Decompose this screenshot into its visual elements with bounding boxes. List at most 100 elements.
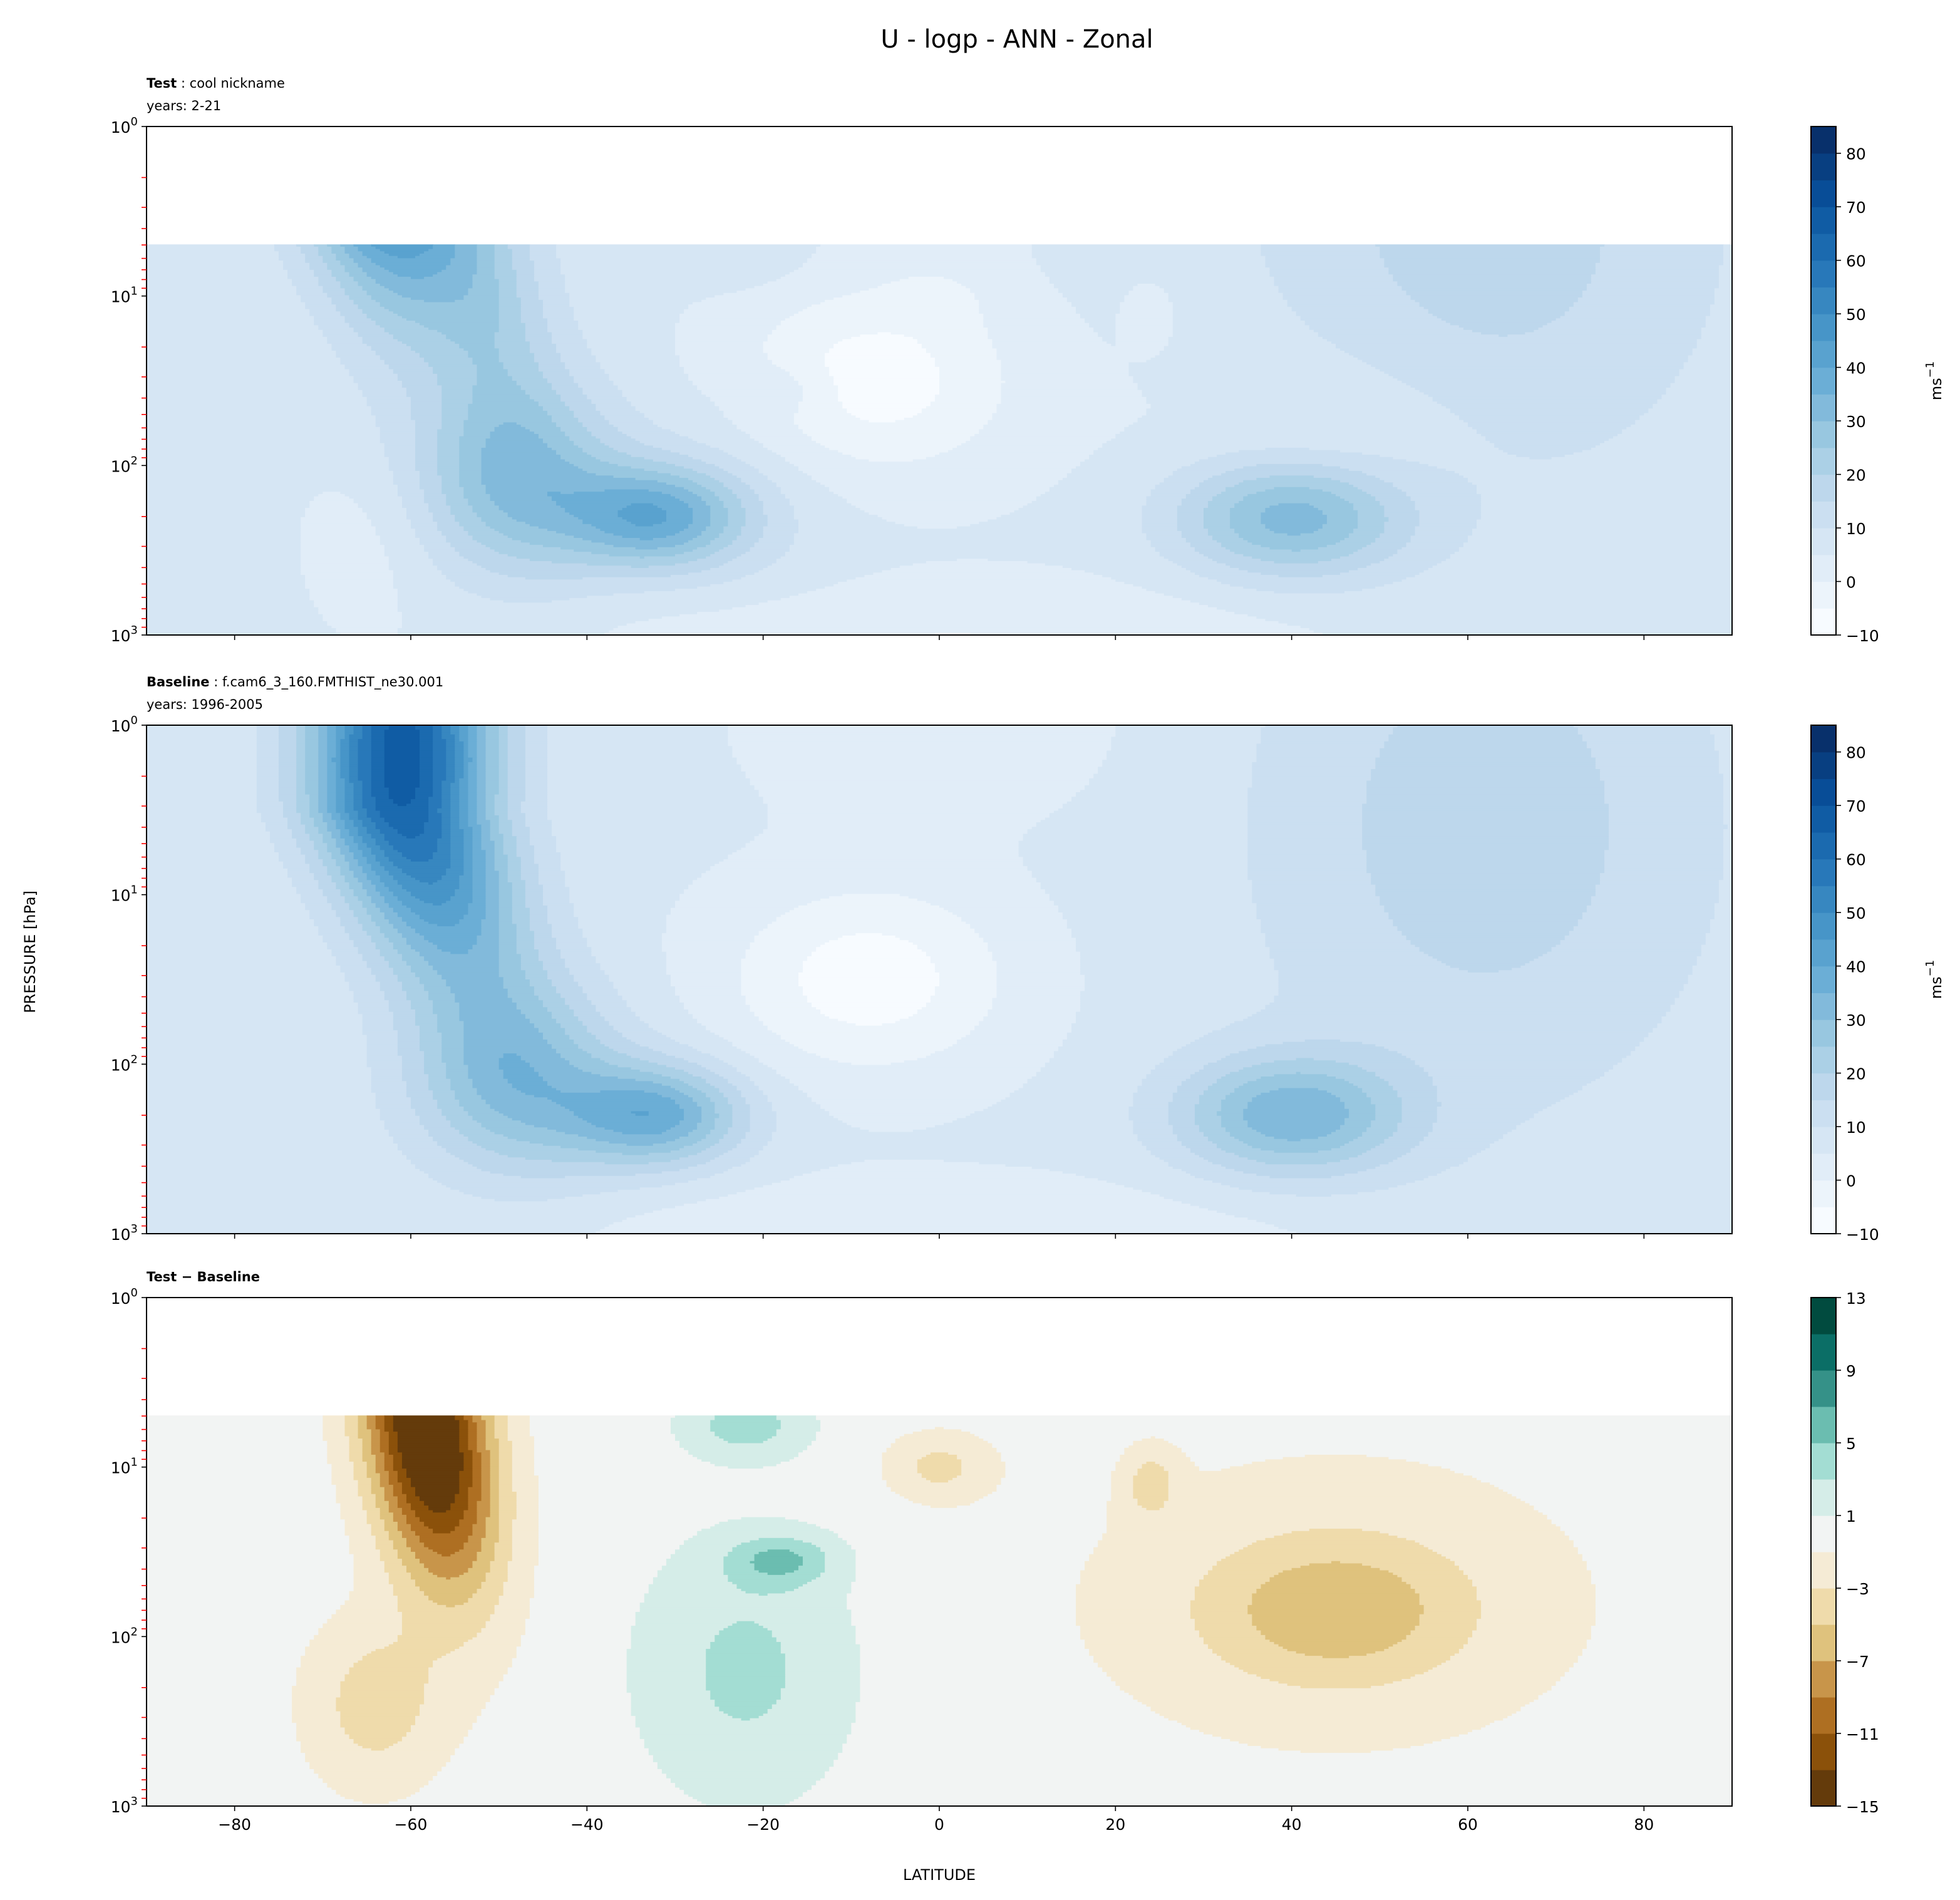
contour-band [877,515,1002,518]
contour-band [507,778,526,782]
contour-band [327,621,403,624]
contour-band [1181,503,1209,507]
contour-band [1185,540,1217,544]
contour-band [1185,496,1213,500]
contour-band [494,503,557,507]
contour-band [1001,362,1130,365]
contour-band [318,771,328,775]
contour-band [147,593,311,597]
contour-band [349,272,368,276]
contour-band [459,824,469,828]
contour-band [543,440,575,444]
contour-band [358,762,372,765]
contour-band [366,313,398,317]
contour-band [393,864,451,867]
contour-band [353,836,363,839]
contour-band [279,757,297,761]
contour-band [468,727,478,731]
contour-band [1247,493,1336,497]
contour-band [147,748,257,751]
contour-band [728,854,1019,858]
contour-band [463,493,491,497]
contour-band [574,311,684,314]
contour-band [706,526,725,530]
contour-band [600,366,684,370]
contour-band [520,313,544,317]
contour-band [697,547,725,550]
contour-band [468,406,544,410]
contour-band [309,593,398,597]
contour-band [459,822,469,825]
contour-band [992,413,1147,416]
contour-band [433,794,443,798]
contour-band [1031,246,1262,250]
contour-band [498,755,508,758]
contour-band [793,415,857,418]
contour-band [838,341,918,344]
contour-band [1071,797,1249,800]
contour-band [1128,425,1468,428]
contour-band [384,329,438,333]
contour-band [1529,457,1552,460]
contour-band [428,556,465,559]
contour-band [758,790,1081,793]
contour-band [472,560,552,564]
contour-band [287,875,315,879]
contour-band [507,790,526,793]
contour-band [318,276,337,280]
contour-band [353,801,363,805]
contour-band [485,778,500,782]
contour-band [481,463,575,467]
contour-band [714,492,733,495]
contour-band [736,537,760,541]
contour-band [1358,549,1398,552]
contour-band [472,276,495,280]
contour-band [309,500,354,504]
contour-band [516,843,530,846]
contour-band [552,332,584,335]
contour-band [529,838,557,842]
contour-band [1190,463,1257,467]
contour-band [477,515,508,518]
contour-band [596,358,680,361]
contour-band [688,373,790,377]
contour-band [1256,748,1381,751]
contour-band [318,854,333,858]
contour-band [793,463,1081,467]
contour-band [1252,542,1336,545]
contour-band [1252,769,1372,772]
contour-band [459,810,469,814]
contour-band [1115,318,1173,321]
contour-band [767,810,1055,814]
contour-band [450,813,460,816]
contour-band [411,526,438,530]
contour-band [754,545,790,548]
contour-band [498,815,508,818]
contour-band [463,433,491,437]
contour-band [1313,329,1473,333]
contour-band [771,362,825,365]
contour-band [498,291,517,294]
contour-band [327,797,337,800]
contour-band [344,734,350,738]
contour-band [322,256,337,259]
contour-band [477,267,495,271]
contour-band [498,762,508,765]
contour-band [525,778,548,782]
contour-band [415,535,447,539]
contour-band [789,503,852,507]
contour-band [520,803,548,807]
contour-band [966,440,1108,444]
contour-band [1595,265,1720,268]
contour-band [741,530,764,534]
contour-band [340,743,350,747]
contour-band [1098,448,1266,451]
contour-band [485,746,500,749]
contour-band [384,732,420,735]
contour-band [485,743,500,747]
contour-band [433,736,443,740]
contour-band [1380,503,1416,507]
contour-band [851,336,914,340]
contour-band [498,764,508,768]
contour-band [485,803,495,807]
